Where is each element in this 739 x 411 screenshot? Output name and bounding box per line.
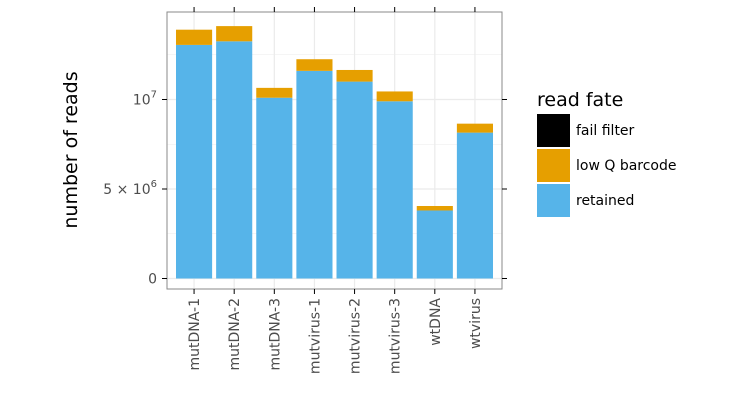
bar-retained-wtDNA — [417, 210, 453, 278]
legend-label-low-Q-barcode: low Q barcode — [576, 158, 677, 174]
legend-swatch-low-Q-barcode — [537, 149, 570, 182]
x-tick-label: wtvirus — [468, 298, 484, 349]
bar-retained-mutvirus-1 — [296, 71, 332, 279]
bar-low-Q-barcode-mutvirus-2 — [337, 70, 373, 82]
bar-retained-mutvirus-2 — [337, 82, 373, 279]
legend-swatch-retained — [537, 184, 570, 217]
bar-low-Q-barcode-mutDNA-1 — [176, 30, 212, 45]
y-tick-label: 5 × 106 — [103, 179, 157, 198]
x-tick-label: mutvirus-3 — [388, 298, 404, 374]
bar-low-Q-barcode-mutDNA-2 — [216, 26, 252, 41]
bars — [176, 26, 493, 278]
bar-retained-mutvirus-3 — [377, 101, 413, 278]
bar-low-Q-barcode-wtDNA — [417, 206, 453, 210]
x-tick-label: mutvirus-1 — [307, 298, 323, 374]
x-tick-label: mutDNA-1 — [187, 298, 203, 370]
x-tick-label: wtDNA — [428, 298, 444, 346]
bar-retained-wtvirus — [457, 133, 493, 279]
legend-label-fail-filter: fail filter — [576, 123, 635, 139]
x-tick-label: mutDNA-2 — [227, 298, 243, 370]
bar-low-Q-barcode-mutDNA-3 — [256, 88, 292, 98]
y-tick-label: 0 — [148, 272, 157, 288]
legend-swatch-fail-filter — [537, 114, 570, 147]
legend: read fate fail filter low Q barcode retain… — [537, 89, 677, 217]
y-axis-title: number of reads — [60, 71, 82, 228]
y-tick-label: 107 — [133, 90, 157, 109]
x-tick-label: mutvirus-2 — [348, 298, 364, 374]
bar-retained-mutDNA-1 — [176, 45, 212, 279]
bar-low-Q-barcode-mutvirus-1 — [296, 59, 332, 71]
legend-label-retained: retained — [576, 193, 634, 209]
bar-retained-mutDNA-2 — [216, 41, 252, 278]
bar-low-Q-barcode-wtvirus — [457, 124, 493, 133]
x-tick-label: mutDNA-3 — [267, 298, 283, 370]
bar-retained-mutDNA-3 — [256, 98, 292, 279]
bar-low-Q-barcode-mutvirus-3 — [377, 91, 413, 101]
legend-title: read fate — [537, 89, 623, 111]
